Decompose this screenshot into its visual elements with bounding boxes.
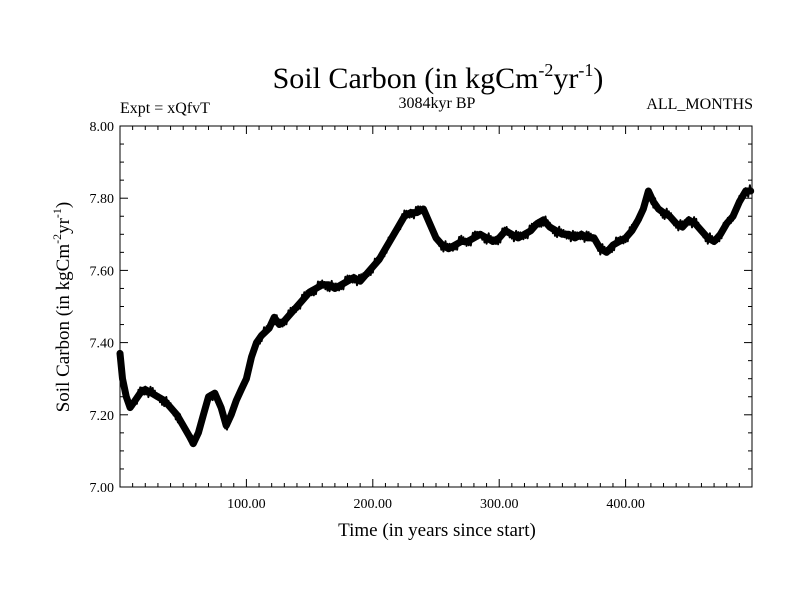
x-tick-label: 300.00 [480,497,519,512]
experiment-label: Expt = xQfvT [120,100,210,117]
months-label: ALL_MONTHS [646,96,753,113]
title-base: Soil Carbon (in kgCm [273,62,539,95]
ylabel-end: ) [53,202,74,208]
ylabel-sup1: -2 [50,234,64,244]
y-tick-label: 7.00 [90,481,115,496]
axis-ticks [120,126,752,487]
x-tick-label: 100.00 [227,497,266,512]
plot-frame [119,125,753,488]
chart-title: Soil Carbon (in kgCm-2yr-1) [273,60,604,95]
title-end: ) [593,62,603,95]
y-axis-label: Soil Carbon (in kgCm-2yr-1) [50,202,74,413]
y-tick-label: 7.60 [90,264,115,279]
y-tick-label: 7.40 [90,337,115,352]
y-tick-label: 7.80 [90,192,115,207]
x-axis-label: Time (in years since start) [338,520,536,541]
title-mid: yr [553,62,578,95]
series-line-band [116,187,755,448]
y-tick-label: 8.00 [90,120,115,135]
ylabel-mid: yr [53,217,74,234]
x-tick-label: 200.00 [354,497,393,512]
series-line [119,184,752,446]
axis-tick-labels: 100.00 200.00 300.00 400.00 7.00 7.20 7.40 7.60… [90,120,645,512]
series-group [116,184,755,448]
period-label: 3084kyr BP [399,95,476,112]
title-sup1: -2 [538,60,553,80]
ylabel-sup2: -1 [50,208,64,218]
x-tick-label: 400.00 [606,497,645,512]
title-sup2: -1 [578,60,593,80]
ylabel-base: Soil Carbon (in kgCm [53,244,74,413]
y-tick-label: 7.20 [90,409,115,424]
